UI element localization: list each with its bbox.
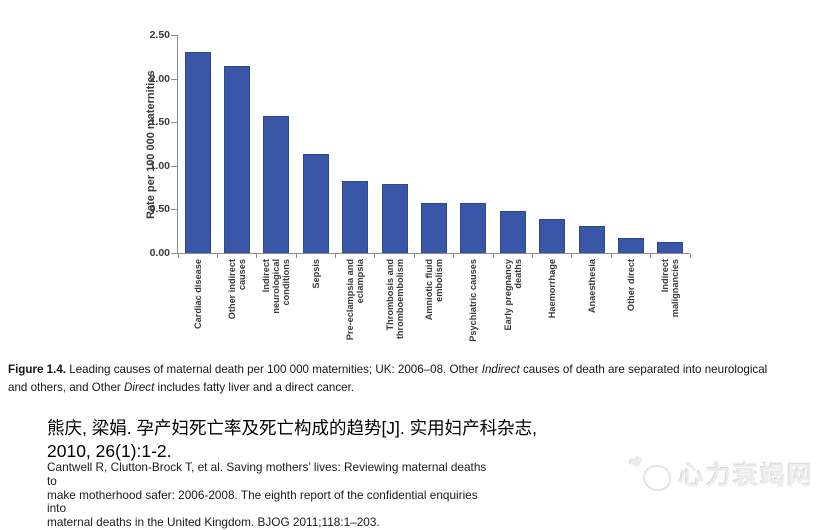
x-tick-mark (492, 254, 494, 258)
figure-caption-text-2: causes of death are separated into neuro… (8, 363, 768, 394)
citation-chinese: 熊庆, 梁娟. 孕产妇死亡率及死亡构成的趋势[J]. 实用妇产科杂志, 2010… (47, 418, 538, 461)
bar-early-pregnancy-deaths (499, 211, 526, 253)
x-tick-mark (295, 254, 297, 258)
y-tick-mark (171, 35, 177, 36)
x-tick-mark (531, 254, 533, 258)
y-tick-label: 0.50 (149, 203, 170, 216)
bar-pre-eclampsia-and-eclampsia (342, 180, 369, 253)
x-axis-label: Other indirect causes (227, 259, 248, 320)
bar-indirect-neurological-conditions (263, 116, 290, 253)
y-tick-label: 2.00 (149, 72, 170, 85)
x-tick-mark (413, 254, 415, 258)
y-tick-mark (171, 78, 177, 80)
x-tick-mark (335, 254, 337, 258)
bar-amniotic-fluid-embolism (421, 203, 447, 253)
figure-caption: Figure 1.4. Leading causes of maternal d… (8, 361, 830, 396)
figure-caption-italic-indirect: Indirect (481, 363, 520, 376)
x-tick-mark (453, 254, 455, 258)
x-axis-label: Cardiac disease (192, 259, 203, 329)
x-axis-label: Psychiatric causes (468, 259, 479, 342)
logo-circle-icon (642, 465, 671, 491)
x-axis-label: Anaesthesia (586, 259, 597, 314)
figure-caption-text-1: Leading causes of maternal death per 100… (66, 363, 482, 376)
x-tick-mark (571, 254, 573, 258)
bar-psychiatric-causes (460, 203, 487, 253)
bar-cardiac-disease (184, 51, 211, 253)
y-tick-mark (171, 209, 177, 211)
x-tick-mark (689, 254, 691, 258)
bar-other-indirect-causes (224, 66, 251, 253)
x-axis-label: Early pregnancy deaths (502, 259, 523, 331)
x-axis-label: Sepsis (310, 259, 321, 289)
x-axis-label: Haemorrhage (547, 259, 558, 319)
maternal-death-bar-chart: Rate per 100 000 maternities 0.00 0.50 1.0… (145, 29, 691, 359)
bar-other-direct (617, 238, 644, 253)
x-tick-mark (610, 254, 612, 258)
bar-indirect-malignancies (657, 241, 684, 253)
x-tick-mark (177, 254, 179, 258)
plot-area (177, 35, 691, 258)
bar-haemorrhage (539, 219, 566, 253)
y-tick-mark (171, 122, 177, 124)
y-tick-mark (171, 253, 177, 254)
y-tick-label: 1.00 (149, 159, 170, 172)
heart-logo-icon: ❤ (627, 452, 674, 491)
y-tick-label: 0.00 (149, 247, 170, 259)
citation-english: Cantwell R, Clutton-Brock T, et al. Savi… (47, 460, 487, 530)
x-tick-mark (256, 254, 258, 258)
x-axis-label: Amniotic fluid embolism (424, 259, 444, 321)
x-axis-label: Pre-eclampsia and eclampsia (345, 259, 366, 341)
bar-thrombosis-and-thromboembolism (381, 184, 408, 253)
bar-sepsis (302, 154, 329, 253)
x-axis-label: Indirect malignancies (660, 259, 681, 318)
watermark-text: 心力衰竭网 (678, 461, 814, 490)
x-axis-labels: Cardiac disease Other indirect causes Indi… (178, 259, 691, 359)
watermark: ❤ 心力衰竭网 (627, 452, 814, 492)
y-tick-label: 2.50 (149, 29, 170, 41)
page: Rate per 100 000 maternities 0.00 0.50 1.0… (8, 29, 830, 529)
x-axis-label: Thrombosis and thromboembolism (384, 259, 405, 340)
x-axis-label: Other direct (625, 259, 636, 312)
figure-caption-italic-direct: Direct (124, 380, 155, 394)
figure-caption-number: Figure 1.4. (8, 363, 66, 376)
y-tick-label: 1.50 (149, 116, 170, 129)
bar-anaesthesia (578, 225, 605, 253)
x-tick-mark (216, 254, 218, 258)
x-axis-label: Indirect neurological conditions (261, 259, 292, 314)
y-axis-title: Rate per 100 000 maternities (145, 70, 157, 219)
x-tick-mark (374, 254, 376, 258)
figure-caption-text-3: includes fatty liver and a direct cancer… (154, 380, 355, 394)
y-tick-mark (171, 165, 177, 167)
x-tick-mark (650, 254, 652, 258)
